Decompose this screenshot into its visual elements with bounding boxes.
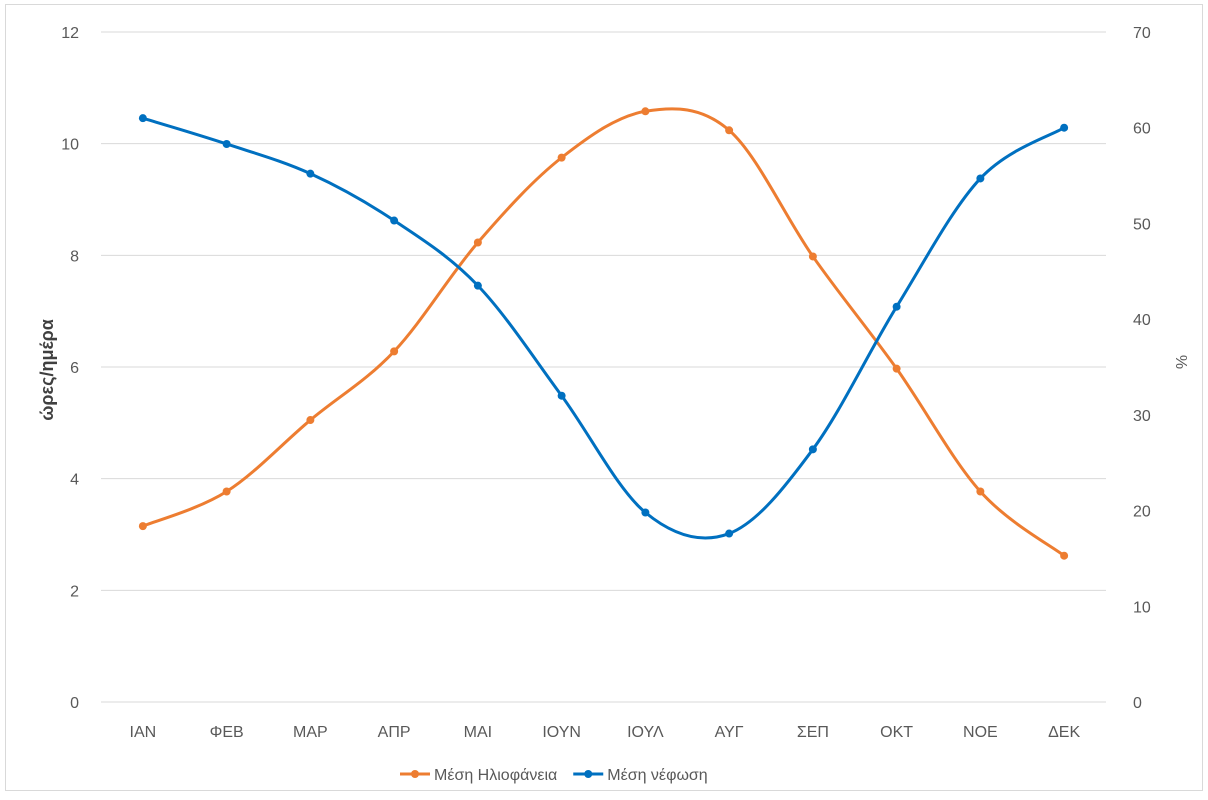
y-tick-label: 8 xyxy=(70,248,79,265)
x-tick-label: ΟΚΤ xyxy=(880,724,913,741)
data-point xyxy=(808,445,817,454)
legend-marker xyxy=(584,770,593,778)
x-tick-label: ΑΠΡ xyxy=(378,724,411,741)
data-point xyxy=(725,126,734,135)
y2-axis-title: % xyxy=(1172,355,1189,369)
left-axis-ticks: 0 2 4 6 8 10 12 xyxy=(61,25,79,712)
legend-item: Μέση Ηλιοφάνεια xyxy=(400,767,557,784)
data-point xyxy=(892,364,901,373)
legend-item: Μέση νέφωση xyxy=(573,767,708,784)
data-point xyxy=(138,522,147,531)
y2-tick-label: 0 xyxy=(1133,695,1142,712)
legend-marker xyxy=(411,770,419,778)
x-tick-label: ΜΑΙ xyxy=(464,724,492,741)
x-tick-label: ΦΕΒ xyxy=(210,724,244,741)
legend-label: Μέση νέφωση xyxy=(607,767,707,784)
x-axis-ticks: ΙΑΝ ΦΕΒ ΜΑΡ ΑΠΡ ΜΑΙ ΙΟΥΝ ΙΟΥΛ ΑΥΓ ΣΕΠ ΟΚΤ ΝΟΕ ΔΕΚ xyxy=(130,724,1081,741)
y2-tick-label: 20 xyxy=(1133,504,1151,521)
x-tick-label: ΜΑΡ xyxy=(293,724,328,741)
series-2 xyxy=(138,114,1069,540)
x-tick-label: ΙΑΝ xyxy=(130,724,157,741)
data-point xyxy=(473,238,482,247)
data-point xyxy=(808,252,817,261)
y-tick-label: 4 xyxy=(70,472,79,489)
series-layer xyxy=(138,107,1069,560)
series-line xyxy=(141,116,1066,540)
x-tick-label: ΔΕΚ xyxy=(1048,724,1080,741)
y2-tick-label: 70 xyxy=(1133,25,1151,42)
y-tick-label: 0 xyxy=(70,695,79,712)
data-point xyxy=(976,487,985,496)
data-point xyxy=(222,487,231,496)
x-tick-label: ΣΕΠ xyxy=(797,724,829,741)
y2-tick-label: 50 xyxy=(1133,216,1151,233)
y-tick-label: 12 xyxy=(61,25,79,42)
data-point xyxy=(306,169,315,178)
data-point xyxy=(390,216,399,225)
data-point xyxy=(725,529,734,538)
y2-tick-label: 60 xyxy=(1133,121,1151,138)
x-tick-label: ΙΟΥΛ xyxy=(627,724,664,741)
x-tick-label: ΙΟΥΝ xyxy=(542,724,581,741)
y-tick-label: 10 xyxy=(61,137,79,154)
series-line xyxy=(141,107,1066,558)
y-tick-label: 2 xyxy=(70,583,79,600)
x-tick-label: ΝΟΕ xyxy=(963,724,998,741)
data-point xyxy=(138,114,147,123)
data-point xyxy=(1060,551,1069,560)
data-point xyxy=(641,107,650,116)
data-point xyxy=(390,347,399,356)
data-point xyxy=(976,174,985,183)
data-point xyxy=(557,153,566,162)
y2-tick-label: 10 xyxy=(1133,599,1151,616)
series-1 xyxy=(138,107,1069,560)
data-point xyxy=(306,416,315,425)
line-chart: 0 2 4 6 8 10 12 0 10 20 30 40 50 60 70 ΙΑΝ ΦΕΒ ΜΑΡ ΑΠΡ ΜΑ… xyxy=(37,25,1189,784)
y2-tick-label: 40 xyxy=(1133,312,1151,329)
data-point xyxy=(473,281,482,290)
y-axis-title: ώρες/ημέρα xyxy=(37,319,57,421)
data-point xyxy=(222,139,231,148)
chart-container: 0 2 4 6 8 10 12 0 10 20 30 40 50 60 70 ΙΑΝ ΦΕΒ ΜΑΡ ΑΠΡ ΜΑ… xyxy=(5,4,1203,791)
x-tick-label: ΑΥΓ xyxy=(715,724,744,741)
gridlines xyxy=(101,31,1106,703)
y-tick-label: 6 xyxy=(70,360,79,377)
data-point xyxy=(1060,123,1069,132)
data-point xyxy=(641,508,650,517)
data-point xyxy=(557,391,566,400)
legend: Μέση Ηλιοφάνεια Μέση νέφωση xyxy=(400,767,708,784)
legend-label: Μέση Ηλιοφάνεια xyxy=(434,767,557,784)
right-axis-ticks: 0 10 20 30 40 50 60 70 xyxy=(1133,25,1151,712)
data-point xyxy=(892,302,901,311)
y2-tick-label: 30 xyxy=(1133,408,1151,425)
